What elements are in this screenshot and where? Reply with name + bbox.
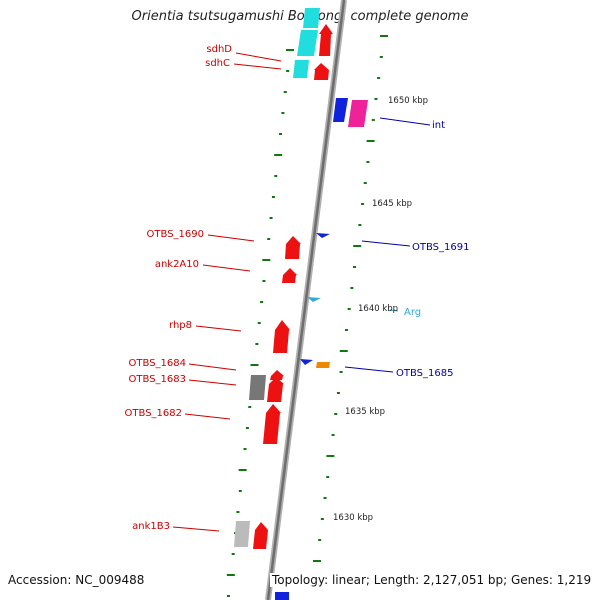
scale-label-1635: 1635 kbp: [345, 407, 385, 417]
accession-text: Accession: NC_009488: [8, 573, 144, 587]
genome-diagram: sdhD sdhC OTBS_1690 ank2A10 rhp8 OTBS_16…: [0, 0, 600, 600]
genome-map: Orientia tsutsugamushi Boryong, complete…: [0, 0, 600, 600]
scale-label-1645: 1645 kbp: [372, 199, 412, 209]
gene-label-OTBS_1683: OTBS_1683: [129, 374, 186, 385]
gene-label-OTBS_1685: OTBS_1685: [396, 368, 453, 379]
trna-Arg-glyph[interactable]: [307, 297, 321, 302]
gene-OTBS_1682-glyph[interactable]: [263, 404, 281, 444]
gene-label-OTBS_1691: OTBS_1691: [412, 242, 469, 253]
gene-OTBS_1690-glyph[interactable]: [285, 236, 301, 259]
gene-label-ank1B3: ank1B3: [132, 521, 170, 532]
genome-summary-text: Topology: linear; Length: 2,127,051 bp; …: [270, 573, 591, 587]
gene-label-OTBS_1690: OTBS_1690: [147, 229, 204, 240]
gene-ank2A10-glyph[interactable]: [282, 268, 297, 283]
gene-OTBS_1685-glyph[interactable]: [316, 362, 330, 368]
gene-rhp8-glyph[interactable]: [273, 320, 290, 353]
scale-label-1640: 1640 kbp: [358, 304, 398, 314]
gene-int-glyph[interactable]: [333, 98, 368, 127]
scale-label-1630: 1630 kbp: [333, 513, 373, 523]
gene-label-OTBS_1682: OTBS_1682: [125, 408, 182, 419]
gene-ank1B3-glyph[interactable]: [234, 521, 268, 549]
scale-label-1650: 1650 kbp: [388, 96, 428, 106]
gene-blue-small-glyph[interactable]: [300, 359, 313, 365]
trna-label-Arg: Arg: [404, 307, 421, 318]
gene-label-int: int: [432, 120, 445, 131]
chromosome-backbone-core: [268, 0, 344, 600]
gene-label-sdhD: sdhD: [206, 44, 232, 55]
left-leader-lines: [173, 53, 281, 531]
gene-OTBS_1691-glyph[interactable]: [316, 233, 330, 238]
gene-label-sdhC: sdhC: [205, 58, 230, 69]
gene-label-rhp8: rhp8: [169, 320, 192, 331]
gene-bottom-blue-glyph: [275, 592, 289, 600]
gene-label-OTBS_1684: OTBS_1684: [129, 358, 186, 369]
gene-label-ank2A10: ank2A10: [155, 259, 199, 270]
